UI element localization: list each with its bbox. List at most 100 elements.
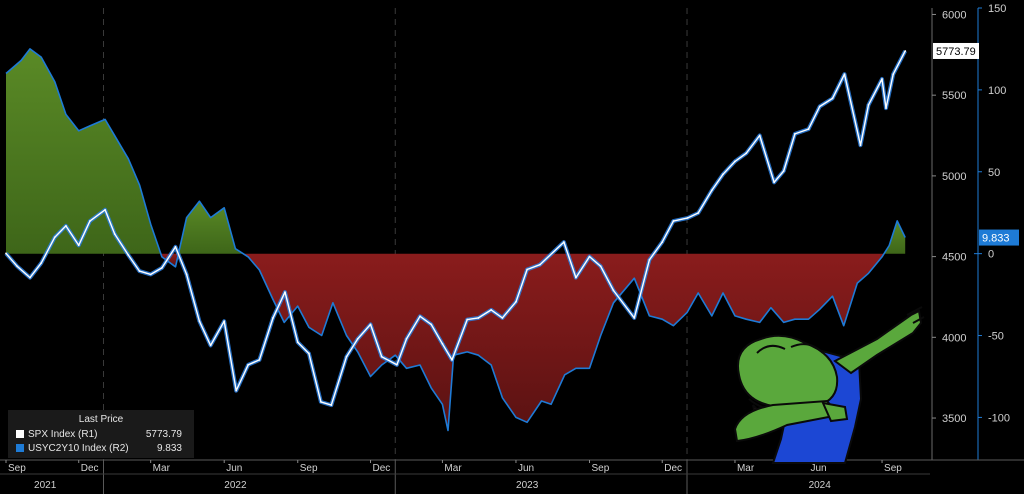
spx-point (380, 355, 383, 358)
spx-point (697, 212, 700, 214)
curve-last-tag: 9.833 (982, 233, 1010, 245)
year-label: 2024 (809, 480, 832, 491)
spx-point (526, 268, 529, 271)
spx-point (127, 254, 130, 256)
r2-tick-label: -100 (988, 412, 1010, 424)
spx-point (539, 263, 541, 266)
spx-point (284, 291, 286, 294)
spx-point (174, 246, 177, 248)
legend-value-spx: 5773.79 (145, 429, 182, 440)
spx-point (818, 105, 821, 108)
x-tick-label: Dec (372, 463, 390, 474)
spx-point (272, 317, 274, 319)
curve-negative-fill (160, 253, 179, 267)
spx-point (138, 270, 141, 273)
spx-point (633, 317, 636, 319)
spx-last-tag-bg (933, 42, 979, 59)
spx-point (599, 265, 602, 268)
spx-point (904, 50, 907, 52)
x-tick-label: Sep (300, 463, 318, 474)
spx-point (356, 338, 359, 340)
spx-point (5, 252, 7, 255)
spx-point (113, 233, 116, 235)
spx-point (149, 273, 152, 276)
spx-point (794, 133, 796, 135)
spx-point (40, 262, 43, 264)
spx-point (575, 276, 577, 279)
spx-point (198, 320, 201, 323)
spx-point (451, 359, 453, 361)
spx-point (258, 359, 261, 361)
x-tick-label: Dec (664, 463, 682, 474)
x-tick-label: Sep (591, 463, 609, 474)
spx-point (588, 255, 591, 258)
spx-point (330, 404, 333, 407)
spx-point (369, 323, 372, 326)
curve-positive-fill (6, 48, 161, 254)
spx-point (441, 342, 444, 345)
spx-point (892, 73, 895, 76)
x-tick-label: Mar (153, 463, 171, 474)
spx-point (782, 170, 785, 172)
legend: Last Price SPX Index (R1) 5773.79 USYC2Y1… (8, 410, 194, 458)
spx-point (308, 352, 310, 355)
spx-point (477, 317, 480, 319)
spx-point (419, 315, 421, 318)
curve-negative-fill (243, 253, 885, 431)
curve-area-layer (6, 48, 906, 431)
spx-point (185, 273, 188, 276)
spx-point (745, 152, 748, 155)
spx-point (223, 320, 226, 323)
r1-tick-label: 4000 (942, 332, 966, 344)
spx-point (686, 216, 689, 219)
legend-entry-spx: SPX Index (R1) 5773.79 (8, 428, 194, 442)
legend-label-curve: USYC2Y10 Index (R2) (28, 443, 129, 454)
spx-point (831, 97, 834, 100)
spx-point (515, 300, 517, 303)
spx-point (612, 289, 615, 292)
r1-tick-label: 5500 (942, 90, 966, 102)
spx-last-tag: 5773.79 (936, 46, 976, 58)
legend-entry-curve: USYC2Y10 Index (R2) 9.833 (8, 442, 194, 456)
spx-point (773, 181, 776, 184)
year-label: 2022 (224, 480, 247, 491)
spx-point (466, 318, 469, 321)
legend-label-spx: SPX Index (R1) (28, 429, 98, 440)
spx-point (859, 144, 862, 147)
axes-layer: 3500 4000 4500 5000 5500 6000 -100 -50 0 50 100 150… (0, 3, 1024, 491)
spx-point (490, 308, 493, 311)
spx-point (160, 267, 163, 269)
x-tick-label: Jun (518, 463, 534, 474)
r2-tick-label: -50 (988, 331, 1004, 343)
x-tick-label: Jun (226, 463, 242, 474)
spx-point (405, 338, 408, 340)
dabbing-frog-image (733, 306, 925, 464)
spx-point (722, 173, 724, 176)
spx-point (672, 220, 675, 222)
spx-point (395, 363, 398, 366)
x-tick-label: Mar (737, 463, 755, 474)
r2-tick-label: 50 (988, 167, 1000, 179)
curve-line (5, 48, 906, 432)
spx-point (209, 344, 212, 347)
curve-positive-fill (178, 201, 244, 254)
spx-point (53, 236, 56, 239)
spx-point (501, 317, 504, 319)
spx-point (885, 107, 887, 109)
spx-point (16, 265, 19, 268)
x-tick-label: Jun (811, 463, 827, 474)
r2-tick-label: 150 (988, 3, 1006, 15)
spx-point (89, 220, 91, 222)
r2-tick-label: 100 (988, 85, 1006, 97)
spx-point (843, 73, 846, 76)
spx-point (881, 78, 883, 80)
spx-point (758, 134, 761, 137)
spx-point (235, 389, 238, 392)
spx-point (430, 323, 433, 326)
last-value-tags: 5773.79 9.833 (933, 42, 1019, 246)
series-line-layer (4, 48, 907, 432)
spx-point (710, 189, 713, 192)
legend-swatch-curve (16, 444, 24, 452)
x-tick-label: Sep (8, 463, 26, 474)
